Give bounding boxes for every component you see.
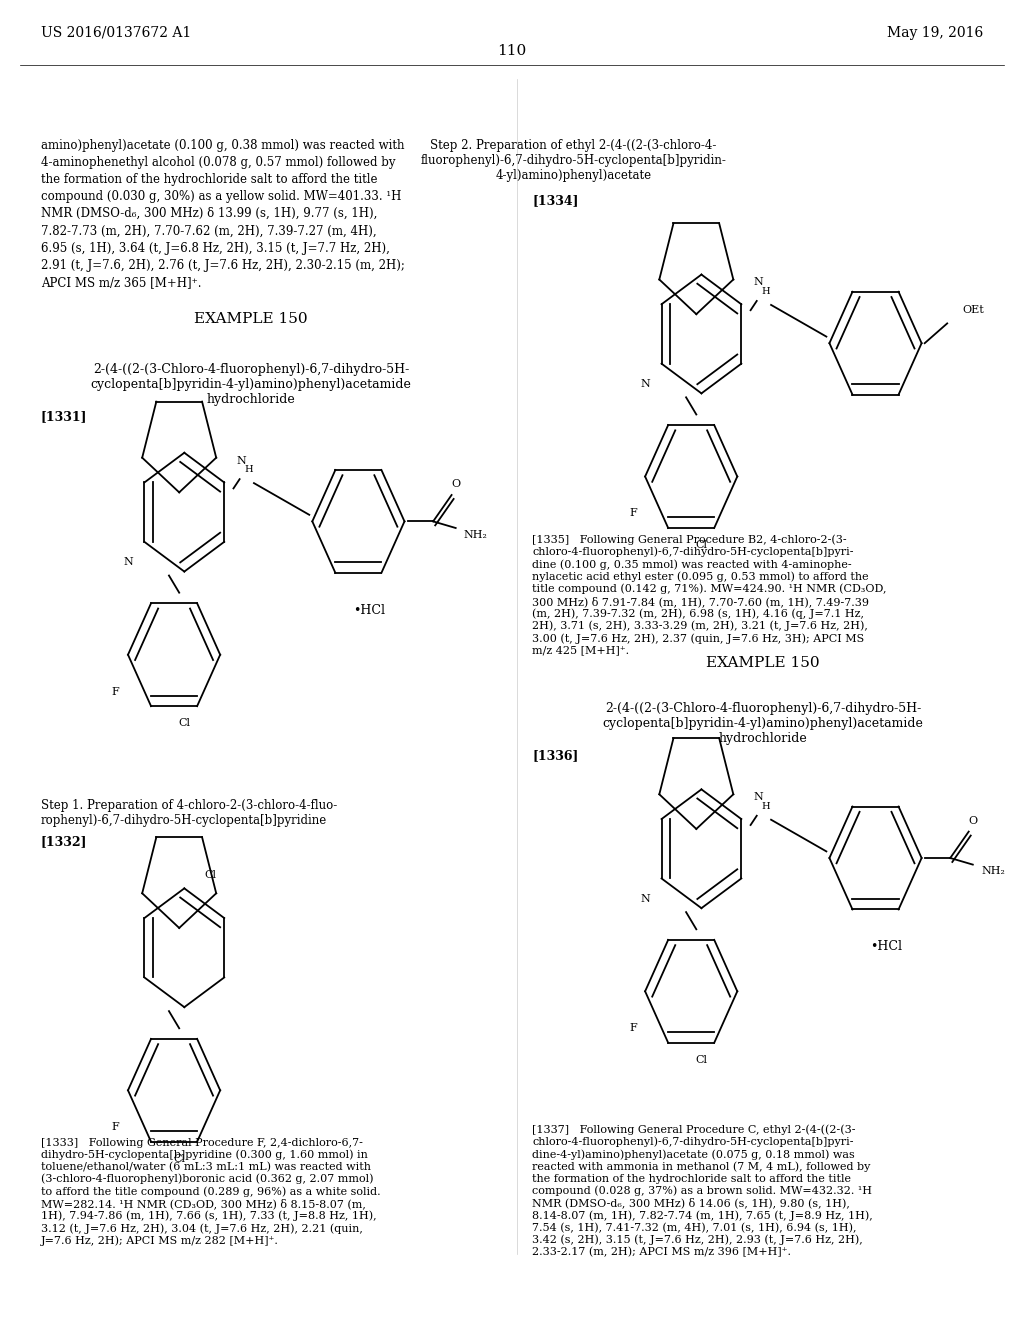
Text: Cl: Cl (173, 1154, 185, 1164)
Text: NH₂: NH₂ (981, 866, 1005, 876)
Text: N: N (123, 557, 133, 568)
Text: H: H (762, 803, 770, 810)
Text: N: N (237, 455, 247, 466)
Text: 110: 110 (498, 45, 526, 58)
Text: US 2016/0137672 A1: US 2016/0137672 A1 (41, 26, 191, 40)
Text: NH₂: NH₂ (464, 529, 487, 540)
Text: OEt: OEt (963, 305, 984, 315)
Text: N: N (754, 277, 764, 288)
Text: [1331]: [1331] (41, 409, 87, 422)
Text: •HCl: •HCl (869, 940, 902, 953)
Text: H: H (762, 288, 770, 296)
Text: 2-(4-((2-(3-Chloro-4-fluorophenyl)-6,7-dihydro-5H-
cyclopenta[b]pyridin-4-yl)ami: 2-(4-((2-(3-Chloro-4-fluorophenyl)-6,7-d… (602, 702, 924, 746)
Text: 4-aminophenethyl alcohol (0.078 g, 0.57 mmol) followed by: 4-aminophenethyl alcohol (0.078 g, 0.57 … (41, 156, 395, 169)
Text: NMR (DMSO-d₆, 300 MHz) δ 13.99 (s, 1H), 9.77 (s, 1H),: NMR (DMSO-d₆, 300 MHz) δ 13.99 (s, 1H), … (41, 207, 377, 220)
Text: [1335]   Following General Procedure B2, 4-chloro-2-(3-
chloro-4-fluorophenyl)-6: [1335] Following General Procedure B2, 4… (532, 535, 887, 655)
Text: N: N (640, 894, 650, 904)
Text: EXAMPLE 150: EXAMPLE 150 (707, 656, 819, 669)
Text: Cl: Cl (695, 540, 708, 550)
Text: F: F (629, 1023, 637, 1034)
Text: [1336]: [1336] (532, 748, 579, 762)
Text: APCI MS m/z 365 [M+H]⁺.: APCI MS m/z 365 [M+H]⁺. (41, 276, 202, 289)
Text: [1334]: [1334] (532, 194, 579, 207)
Text: Cl: Cl (204, 870, 216, 880)
Text: Step 1. Preparation of 4-chloro-2-(3-chloro-4-fluo-
rophenyl)-6,7-dihydro-5H-cyc: Step 1. Preparation of 4-chloro-2-(3-chl… (41, 799, 337, 826)
Text: amino)phenyl)acetate (0.100 g, 0.38 mmol) was reacted with: amino)phenyl)acetate (0.100 g, 0.38 mmol… (41, 139, 404, 152)
Text: [1337]   Following General Procedure C, ethyl 2-(4-((2-(3-
chloro-4-fluorophenyl: [1337] Following General Procedure C, et… (532, 1125, 873, 1257)
Text: •HCl: •HCl (352, 603, 385, 616)
Text: the formation of the hydrochloride salt to afford the title: the formation of the hydrochloride salt … (41, 173, 378, 186)
Text: N: N (640, 379, 650, 389)
Text: H: H (245, 466, 253, 474)
Text: [1332]: [1332] (41, 834, 87, 847)
Text: N: N (754, 792, 764, 803)
Text: 6.95 (s, 1H), 3.64 (t, J=6.8 Hz, 2H), 3.15 (t, J=7.7 Hz, 2H),: 6.95 (s, 1H), 3.64 (t, J=6.8 Hz, 2H), 3.… (41, 242, 390, 255)
Text: Step 2. Preparation of ethyl 2-(4-((2-(3-chloro-4-
fluorophenyl)-6,7-dihydro-5H-: Step 2. Preparation of ethyl 2-(4-((2-(3… (421, 139, 726, 182)
Text: O: O (969, 816, 977, 826)
Text: F: F (112, 686, 120, 697)
Text: compound (0.030 g, 30%) as a yellow solid. MW=401.33. ¹H: compound (0.030 g, 30%) as a yellow soli… (41, 190, 401, 203)
Text: [1333]   Following General Procedure F, 2,4-dichloro-6,7-
dihydro-5H-cyclopenta[: [1333] Following General Procedure F, 2,… (41, 1138, 381, 1246)
Text: 2.91 (t, J=7.6, 2H), 2.76 (t, J=7.6 Hz, 2H), 2.30-2.15 (m, 2H);: 2.91 (t, J=7.6, 2H), 2.76 (t, J=7.6 Hz, … (41, 259, 404, 272)
Text: O: O (452, 479, 460, 490)
Text: May 19, 2016: May 19, 2016 (887, 26, 983, 40)
Text: 7.82-7.73 (m, 2H), 7.70-7.62 (m, 2H), 7.39-7.27 (m, 4H),: 7.82-7.73 (m, 2H), 7.70-7.62 (m, 2H), 7.… (41, 224, 377, 238)
Text: Cl: Cl (695, 1055, 708, 1065)
Text: F: F (629, 508, 637, 519)
Text: 2-(4-((2-(3-Chloro-4-fluorophenyl)-6,7-dihydro-5H-
cyclopenta[b]pyridin-4-yl)ami: 2-(4-((2-(3-Chloro-4-fluorophenyl)-6,7-d… (90, 363, 412, 407)
Text: F: F (112, 1122, 120, 1133)
Text: EXAMPLE 150: EXAMPLE 150 (195, 313, 307, 326)
Text: Cl: Cl (178, 718, 190, 729)
